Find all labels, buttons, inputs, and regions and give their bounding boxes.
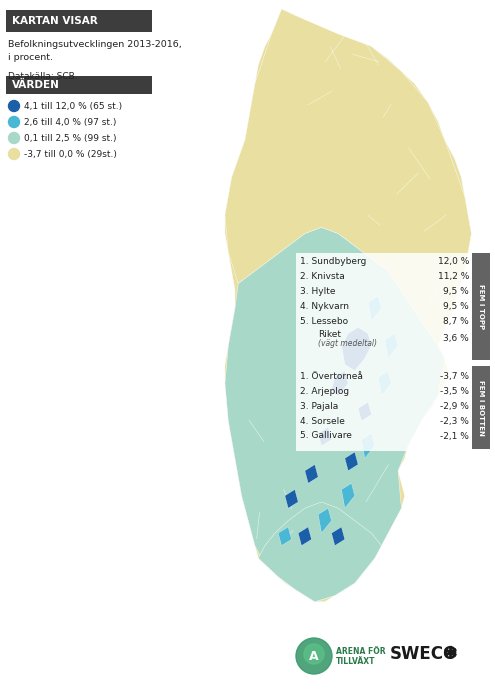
Polygon shape — [225, 9, 471, 602]
Text: SWECO: SWECO — [390, 645, 458, 663]
Text: ARENA FÖR: ARENA FÖR — [336, 647, 386, 656]
Text: 11,2 %: 11,2 % — [438, 272, 469, 281]
Polygon shape — [278, 527, 292, 546]
Bar — [472, 253, 490, 360]
Text: 9,5 %: 9,5 % — [443, 301, 469, 310]
Text: 4. Nykvarn: 4. Nykvarn — [300, 301, 349, 310]
Circle shape — [8, 149, 19, 160]
Text: TILLVÄXT: TILLVÄXT — [336, 656, 376, 665]
Polygon shape — [368, 296, 382, 321]
Bar — [472, 366, 490, 449]
Polygon shape — [342, 328, 371, 371]
Polygon shape — [225, 9, 471, 346]
Text: 1. Sundbyberg: 1. Sundbyberg — [300, 256, 366, 265]
Bar — [6, 10, 152, 32]
Bar — [296, 253, 472, 451]
Bar — [6, 76, 152, 94]
Text: 3. Hylte: 3. Hylte — [300, 287, 336, 296]
Text: 3. Pajala: 3. Pajala — [300, 401, 338, 410]
Text: -3,7 %: -3,7 % — [440, 372, 469, 381]
Text: 1. Övertorneå: 1. Övertorneå — [300, 372, 363, 381]
Circle shape — [8, 117, 19, 128]
Polygon shape — [318, 427, 332, 446]
Polygon shape — [318, 508, 332, 533]
Polygon shape — [378, 371, 392, 396]
Text: VÄRDEN: VÄRDEN — [12, 80, 60, 90]
Text: Datakälla: SCB.: Datakälla: SCB. — [8, 72, 78, 81]
Text: 5. Gallivare: 5. Gallivare — [300, 431, 352, 440]
Text: -3,7 till 0,0 % (29st.): -3,7 till 0,0 % (29st.) — [24, 149, 117, 158]
Text: FEM I TOPP: FEM I TOPP — [478, 284, 484, 329]
Text: ✱: ✱ — [443, 645, 457, 663]
Text: FEM I BOTTEN: FEM I BOTTEN — [478, 379, 484, 435]
Text: 0,1 till 2,5 % (99 st.): 0,1 till 2,5 % (99 st.) — [24, 133, 116, 142]
Polygon shape — [361, 433, 375, 458]
Polygon shape — [225, 227, 445, 602]
Text: 8,7 %: 8,7 % — [443, 316, 469, 325]
Polygon shape — [385, 334, 398, 359]
Polygon shape — [258, 502, 382, 602]
Circle shape — [296, 638, 332, 674]
Circle shape — [304, 644, 324, 664]
Text: 9,5 %: 9,5 % — [443, 287, 469, 296]
Text: 2. Arjeplog: 2. Arjeplog — [300, 386, 349, 395]
Text: -2,3 %: -2,3 % — [440, 417, 469, 426]
Text: Befolkningsutvecklingen 2013-2016,
i procent.: Befolkningsutvecklingen 2013-2016, i pro… — [8, 40, 182, 61]
Text: A: A — [309, 650, 319, 663]
Circle shape — [8, 100, 19, 111]
Text: (vägt medeltal): (vägt medeltal) — [318, 339, 377, 348]
Polygon shape — [298, 527, 311, 546]
Text: -2,1 %: -2,1 % — [440, 431, 469, 440]
Text: -2,9 %: -2,9 % — [440, 401, 469, 410]
Text: 4. Sorsele: 4. Sorsele — [300, 417, 345, 426]
Text: Riket: Riket — [318, 330, 341, 339]
Polygon shape — [342, 483, 355, 508]
Polygon shape — [285, 489, 298, 508]
Text: 2. Knivsta: 2. Knivsta — [300, 272, 345, 281]
Text: -3,5 %: -3,5 % — [440, 386, 469, 395]
Text: 12,0 %: 12,0 % — [438, 256, 469, 265]
Polygon shape — [332, 527, 345, 546]
Polygon shape — [305, 464, 318, 483]
Polygon shape — [332, 371, 348, 396]
Text: 3,6 %: 3,6 % — [443, 334, 469, 343]
Text: 4,1 till 12,0 % (65 st.): 4,1 till 12,0 % (65 st.) — [24, 102, 122, 111]
Text: 2,6 till 4,0 % (97 st.): 2,6 till 4,0 % (97 st.) — [24, 117, 116, 126]
Polygon shape — [345, 452, 358, 471]
Text: KARTAN VISAR: KARTAN VISAR — [12, 16, 98, 26]
Text: 5. Lessebo: 5. Lessebo — [300, 316, 348, 325]
Circle shape — [8, 133, 19, 144]
Polygon shape — [358, 402, 371, 421]
